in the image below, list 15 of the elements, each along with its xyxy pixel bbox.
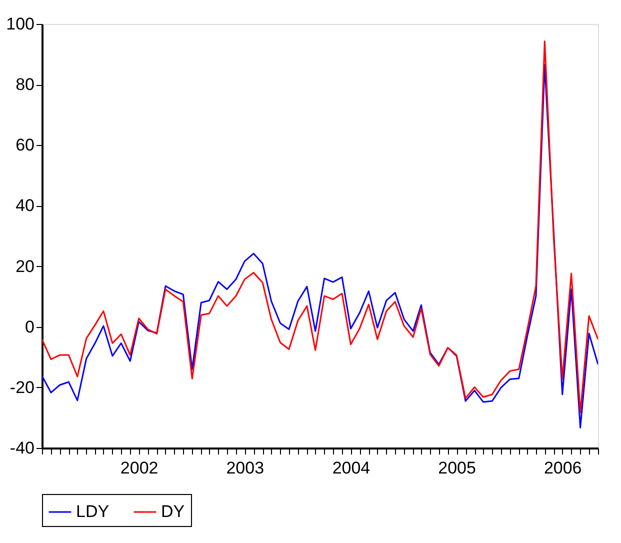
y-tick-label: 20: [16, 256, 34, 276]
y-tick-label: 60: [16, 136, 34, 155]
y-tick-label: 100: [6, 14, 34, 34]
x-tick-label: 2003: [226, 458, 264, 478]
y-tick-label: -40: [10, 438, 34, 458]
x-tick-label: 2002: [120, 458, 158, 478]
y-tick-label: 40: [16, 196, 34, 216]
y-tick-label: 0: [25, 317, 34, 336]
y-tick-label: -20: [10, 378, 34, 397]
x-tick-label: 2004: [332, 458, 370, 478]
x-tick-label: 2005: [438, 458, 476, 478]
legend-label: DY: [161, 502, 185, 521]
y-tick-label: 80: [16, 75, 34, 94]
x-tick-label: 2006: [544, 458, 582, 478]
legend-label: LDY: [76, 502, 110, 521]
